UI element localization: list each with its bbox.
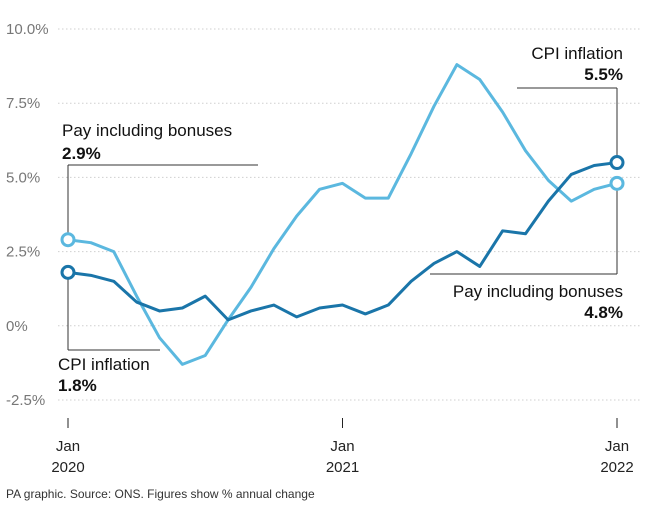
annotation-cpi-end-value: 5.5% — [584, 65, 623, 84]
endpoint-marker-cpi-inflation — [60, 264, 76, 280]
x-tick-label: 2021 — [326, 459, 359, 476]
annotation-pay-end-label: Pay including bonuses — [453, 282, 623, 301]
x-tick-label: 2020 — [51, 459, 84, 476]
annotation-cpi-start-value: 1.8% — [58, 376, 97, 395]
source-note: PA graphic. Source: ONS. Figures show % … — [6, 487, 315, 501]
annotation-cpi-start-label: CPI inflation — [58, 355, 150, 374]
series-lines — [60, 63, 625, 366]
y-tick-label: 0% — [6, 318, 28, 335]
annotation-pay-end-value: 4.8% — [584, 303, 623, 322]
y-tick-label: 2.5% — [6, 244, 40, 261]
y-tick-label: 5.0% — [6, 169, 40, 186]
annotation-pay-start-value: 2.9% — [62, 144, 101, 163]
y-tick-label: 7.5% — [6, 95, 40, 112]
endpoint-marker-pay-including-bonuses — [609, 175, 625, 191]
series-line-cpi-inflation — [66, 161, 619, 322]
y-tick-label: 10.0% — [6, 21, 49, 38]
gridlines — [58, 28, 640, 401]
x-tick-label: Jan — [56, 438, 80, 455]
x-tick-label: 2022 — [600, 459, 633, 476]
series-line-pay-including-bonuses — [66, 63, 619, 366]
annotation-pay-start-label: Pay including bonuses — [62, 121, 232, 140]
x-axis-ticks: Jan 2020 Jan 2021 Jan 2022 — [51, 418, 634, 476]
endpoint-marker-cpi-inflation — [609, 155, 625, 171]
x-tick-label: Jan — [330, 438, 354, 455]
x-tick-label: Jan — [605, 438, 629, 455]
y-tick-label: -2.5% — [6, 392, 45, 409]
y-axis-ticks: 10.0% 7.5% 5.0% 2.5% 0% -2.5% — [6, 21, 49, 409]
annotation-cpi-end-label: CPI inflation — [531, 44, 623, 63]
endpoint-marker-pay-including-bonuses — [60, 232, 76, 248]
annotation-leader-lines — [67, 87, 618, 351]
